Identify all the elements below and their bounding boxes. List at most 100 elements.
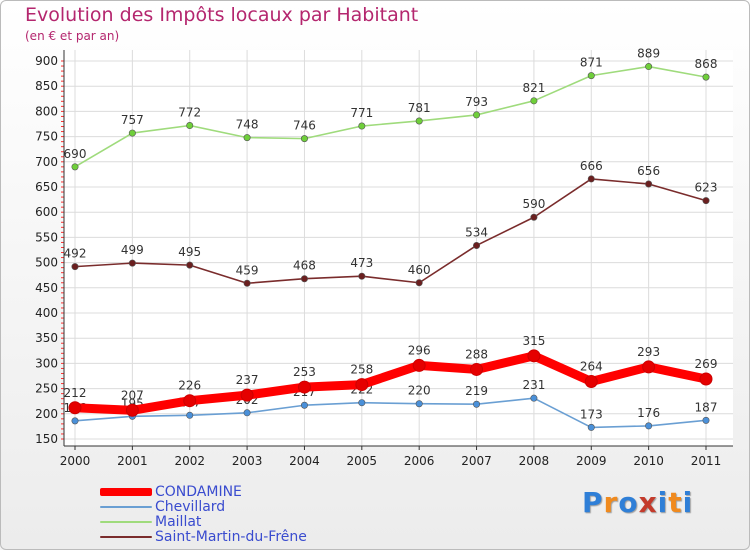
y-tick-label: 600 (35, 205, 58, 219)
data-label-maillat: 793 (465, 95, 488, 109)
data-point-saint-martin-du-fr-ne (530, 213, 538, 221)
data-label-saint-martin-du-fr-ne: 460 (408, 263, 431, 277)
data-label-maillat: 821 (522, 81, 545, 95)
y-tick-label: 250 (35, 382, 58, 396)
data-label-condamine: 207 (121, 388, 144, 402)
data-point-maillat (702, 73, 710, 81)
data-label-saint-martin-du-fr-ne: 666 (580, 159, 603, 173)
data-label-condamine: 212 (64, 386, 87, 400)
data-label-saint-martin-du-fr-ne: 459 (236, 263, 259, 277)
x-tick-label: 2007 (461, 454, 492, 468)
y-tick-label: 900 (35, 54, 58, 68)
y-tick-label: 550 (35, 230, 58, 244)
x-tick-label: 2004 (289, 454, 320, 468)
data-point-condamine (183, 394, 197, 408)
data-label-condamine: 237 (236, 373, 259, 387)
data-point-chevillard (71, 417, 79, 425)
chart-title: Evolution des Impôts locaux par Habitant (25, 4, 419, 26)
data-label-condamine: 315 (522, 334, 545, 348)
x-tick-label: 2006 (404, 454, 435, 468)
data-label-condamine: 264 (580, 360, 603, 374)
data-label-maillat: 746 (293, 119, 316, 133)
data-point-condamine (297, 380, 311, 394)
data-point-saint-martin-du-fr-ne (128, 259, 136, 267)
x-tick-label: 2011 (691, 454, 722, 468)
data-point-maillat (128, 129, 136, 137)
data-point-maillat (358, 122, 366, 130)
data-label-saint-martin-du-fr-ne: 623 (695, 181, 718, 195)
data-label-condamine: 269 (695, 357, 718, 371)
y-tick-label: 350 (35, 331, 58, 345)
series-line-condamine (70, 351, 711, 415)
y-tick-label: 650 (35, 180, 58, 194)
y-tick-label: 500 (35, 256, 58, 270)
data-label-condamine: 253 (293, 365, 316, 379)
x-tick-label: 2003 (232, 454, 263, 468)
data-label-condamine: 288 (465, 347, 488, 361)
data-point-saint-martin-du-fr-ne (358, 272, 366, 280)
data-label-chevillard: 220 (408, 384, 431, 398)
legend-label: Maillat (155, 514, 202, 530)
legend-swatch (100, 536, 152, 538)
data-point-saint-martin-du-fr-ne (645, 180, 653, 188)
data-point-maillat (587, 72, 595, 80)
data-point-maillat (530, 97, 538, 105)
y-tick-label: 300 (35, 356, 58, 370)
x-tick-label: 2009 (576, 454, 607, 468)
data-label-condamine: 293 (637, 345, 660, 359)
data-label-condamine: 258 (350, 363, 373, 377)
series-line-maillat (74, 65, 707, 168)
data-label-condamine: 296 (408, 343, 431, 357)
data-point-saint-martin-du-fr-ne (71, 263, 79, 271)
data-point-chevillard (473, 400, 481, 408)
data-point-saint-martin-du-fr-ne (473, 241, 481, 249)
data-label-maillat: 781 (408, 101, 431, 115)
data-point-saint-martin-du-fr-ne (587, 175, 595, 183)
data-label-maillat: 748 (236, 118, 259, 132)
data-point-saint-martin-du-fr-ne (300, 275, 308, 283)
plot-area (64, 50, 733, 446)
data-label-saint-martin-du-fr-ne: 499 (121, 243, 144, 257)
y-tick-label: 850 (35, 79, 58, 93)
data-label-maillat: 889 (637, 47, 660, 61)
x-tick-label: 2000 (60, 454, 91, 468)
data-label-saint-martin-du-fr-ne: 495 (178, 245, 201, 259)
data-point-maillat (243, 134, 251, 142)
x-tick-label: 2008 (519, 454, 550, 468)
data-point-saint-martin-du-fr-ne (243, 279, 251, 287)
data-point-condamine (240, 388, 254, 402)
data-point-condamine (355, 378, 369, 392)
data-point-chevillard (358, 399, 366, 407)
data-label-saint-martin-du-fr-ne: 492 (64, 247, 87, 261)
data-point-maillat (415, 117, 423, 125)
data-point-condamine (470, 362, 484, 376)
y-tick-label: 150 (35, 432, 58, 446)
data-label-saint-martin-du-fr-ne: 473 (350, 256, 373, 270)
legend-swatch (100, 521, 152, 523)
data-point-chevillard (530, 394, 538, 402)
data-label-chevillard: 231 (522, 378, 545, 392)
data-label-maillat: 868 (695, 57, 718, 71)
data-label-saint-martin-du-fr-ne: 534 (465, 225, 488, 239)
data-point-maillat (186, 122, 194, 130)
data-point-condamine (412, 358, 426, 372)
series-line-saint-martin-du-fr-ne (74, 178, 707, 285)
data-label-chevillard: 219 (465, 384, 488, 398)
data-label-saint-martin-du-fr-ne: 468 (293, 259, 316, 273)
data-point-condamine (125, 403, 139, 417)
data-point-saint-martin-du-fr-ne (186, 261, 194, 269)
x-tick-label: 2005 (347, 454, 378, 468)
y-tick-label: 400 (35, 306, 58, 320)
data-point-condamine (68, 401, 82, 415)
data-point-condamine (642, 360, 656, 374)
legend-label: CONDAMINE (155, 484, 242, 500)
data-point-saint-martin-du-fr-ne (702, 197, 710, 205)
data-point-saint-martin-du-fr-ne (415, 279, 423, 287)
data-label-maillat: 690 (64, 147, 87, 161)
y-tick-label: 200 (35, 407, 58, 421)
y-tick-label: 750 (35, 130, 58, 144)
data-point-condamine (699, 372, 713, 386)
x-tick-label: 2001 (117, 454, 148, 468)
data-label-chevillard: 176 (637, 406, 660, 420)
